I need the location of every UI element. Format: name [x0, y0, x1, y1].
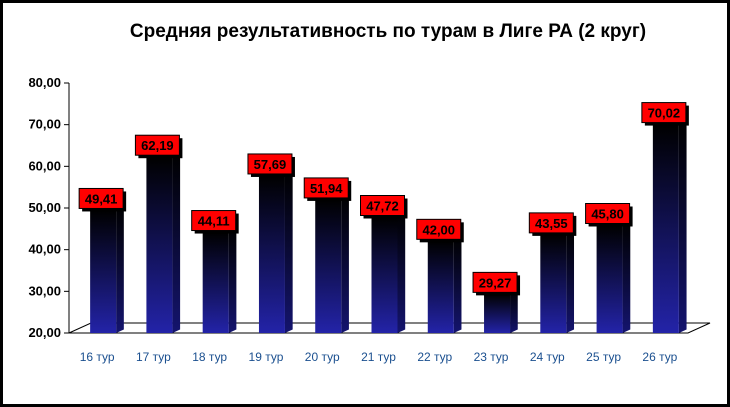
bar-front: [315, 199, 342, 333]
data-label-text: 51,94: [310, 181, 343, 196]
bar-side: [566, 231, 575, 333]
bar-side: [397, 214, 406, 333]
data-label-box: [360, 195, 405, 216]
x-tick-label: 18 тур: [192, 350, 227, 364]
bar-front: [146, 157, 173, 333]
bar-front: [540, 234, 567, 333]
data-label: 51,94: [303, 177, 352, 201]
data-label: 47,72: [360, 195, 408, 219]
x-tick-label: 21 тур: [361, 350, 396, 364]
y-tick-label: 20,00: [28, 325, 61, 340]
data-label-box: [528, 212, 574, 234]
x-tick-label: 25 тур: [586, 350, 621, 364]
data-label-text: 43,55: [535, 216, 568, 231]
data-label-text: 62,19: [141, 138, 174, 153]
bar: [90, 206, 124, 333]
data-label-text: 47,72: [366, 199, 399, 214]
bars-layer: [90, 121, 687, 333]
bar: [315, 196, 349, 333]
bar: [540, 231, 575, 333]
bar-side: [510, 290, 518, 333]
data-label-box: [303, 177, 349, 199]
y-tick-label: 80,00: [28, 75, 61, 90]
data-label: 70,02: [641, 102, 689, 126]
data-label-box: [416, 218, 462, 240]
bar-side: [116, 206, 124, 333]
bar-side: [622, 222, 631, 333]
x-tick-label: 17 тур: [136, 350, 171, 364]
data-label-box: [134, 134, 180, 156]
x-tick-label: 22 тур: [417, 350, 452, 364]
data-label: 45,80: [585, 203, 633, 227]
data-label-text: 44,11: [198, 214, 230, 229]
data-label-box: [585, 203, 631, 224]
bar-front: [90, 210, 117, 333]
data-label-text: 29,27: [479, 275, 512, 290]
data-label: 62,19: [134, 134, 183, 159]
y-tick-label: 70,00: [28, 117, 61, 132]
bar: [484, 290, 518, 333]
x-tick-label: 24 тур: [530, 350, 565, 364]
bar-front: [258, 175, 285, 333]
data-label-text: 57,69: [254, 157, 287, 172]
bar: [371, 214, 406, 333]
data-labels-layer: 49,41 62,19 44,11 57,69 51,94 47,72 42,00 29,27…: [78, 102, 689, 296]
data-label-text: 70,02: [648, 106, 681, 121]
data-label: 44,11: [191, 210, 239, 234]
chart-title: Средняя результативность по турам в Лиге…: [130, 21, 646, 42]
bar-side: [678, 121, 687, 333]
data-label-text: 42,00: [422, 222, 455, 237]
y-tick-label: 30,00: [28, 283, 61, 298]
bar: [258, 172, 293, 333]
x-tick-label: 20 тур: [305, 350, 340, 364]
bar-side: [341, 196, 349, 333]
y-tick-label: 40,00: [28, 242, 61, 257]
bar-front: [427, 241, 454, 333]
bar: [146, 153, 181, 333]
bar: [652, 121, 687, 333]
bar-front: [652, 124, 679, 333]
data-label: 57,69: [247, 153, 295, 177]
bar: [427, 237, 462, 333]
x-tick-label: 23 тур: [474, 350, 509, 364]
bar-chart: Средняя результативность по турам в Лиге…: [28, 21, 711, 364]
x-tick-label: 26 тур: [642, 350, 677, 364]
data-label-text: 45,80: [591, 207, 624, 222]
y-tick-label: 60,00: [28, 158, 61, 173]
bar: [202, 229, 237, 333]
bar-front: [484, 294, 511, 333]
chart-floor: [68, 322, 711, 334]
bar-side: [228, 229, 237, 333]
data-label-box: [641, 102, 687, 124]
bar-side: [172, 153, 181, 333]
y-tick-label: 50,00: [28, 200, 61, 215]
bar-side: [284, 172, 293, 333]
axis-layer: 20,00 30,00 40,00 50,00 60,00 70,00 80,00 16 ту…: [28, 75, 711, 364]
data-label: 49,41: [78, 187, 127, 212]
x-tick-label: 19 тур: [249, 350, 284, 364]
data-label-text: 49,41: [85, 191, 118, 206]
data-label: 42,00: [416, 218, 464, 243]
data-label-box: [472, 271, 518, 293]
data-label-box: [78, 187, 124, 209]
bar-front: [371, 217, 398, 333]
bar-side: [453, 237, 462, 333]
bar-front: [202, 232, 229, 333]
data-label: 43,55: [528, 212, 577, 236]
bar-front: [596, 225, 623, 333]
x-tick-label: 16 тур: [80, 350, 115, 364]
data-label-box: [247, 153, 293, 175]
data-label-box: [191, 210, 237, 232]
data-label: 29,27: [472, 271, 521, 296]
bar: [596, 222, 631, 333]
